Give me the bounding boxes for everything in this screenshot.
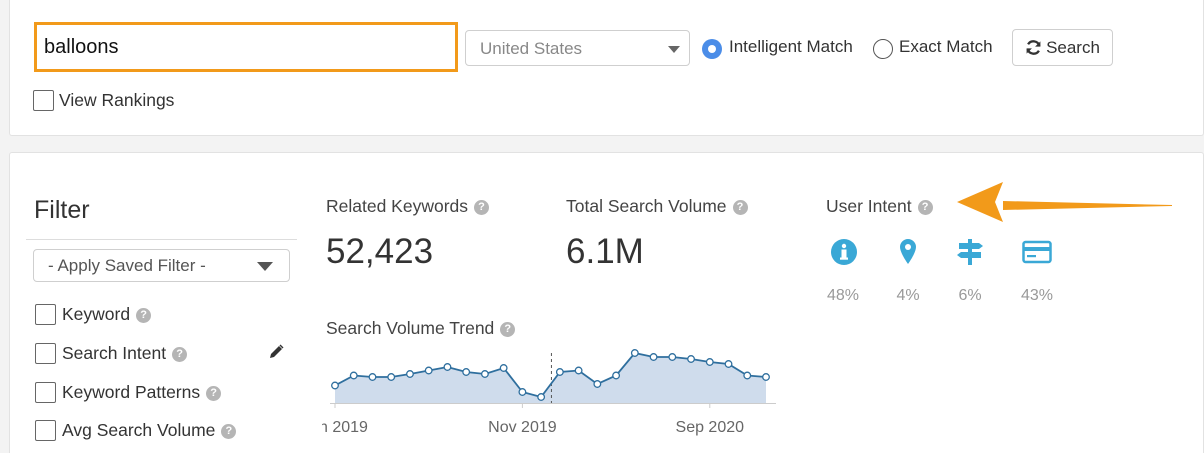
intent-transactional-pct: 43% <box>1020 287 1054 304</box>
related-keywords-label: Related Keywords? <box>326 196 490 217</box>
search-button-label: Search <box>1046 37 1100 57</box>
exact-match-label[interactable]: Exact Match <box>899 37 993 56</box>
total-search-volume-value: 6.1M <box>566 232 644 271</box>
trend-point <box>349 371 358 380</box>
filter-search-intent-label[interactable]: Search Intent? <box>62 343 188 364</box>
signpost-icon[interactable] <box>955 237 985 267</box>
help-icon[interactable]: ? <box>732 199 748 215</box>
trend-point <box>462 368 471 376</box>
filter-title: Filter <box>34 196 90 224</box>
help-icon[interactable]: ? <box>221 423 237 439</box>
help-icon[interactable]: ? <box>474 199 490 215</box>
credit-card-icon[interactable] <box>1022 237 1052 267</box>
intent-informational-pct: 48% <box>826 287 860 304</box>
filter-search-intent-checkbox[interactable] <box>35 343 56 364</box>
country-select[interactable]: United States <box>465 30 690 66</box>
trend-point <box>574 366 583 375</box>
intent-local-pct: 4% <box>896 287 920 304</box>
country-select-value: United States <box>480 39 583 58</box>
filter-keyword-patterns-label[interactable]: Keyword Patterns? <box>62 382 222 403</box>
trend-point <box>593 380 602 388</box>
filter-keyword-patterns-checkbox[interactable] <box>35 382 56 403</box>
trend-point <box>537 393 546 401</box>
filter-avg-search-volume-label[interactable]: Avg Search Volume? <box>62 420 237 441</box>
trend-point <box>555 368 564 376</box>
exact-match-radio[interactable] <box>873 39 893 59</box>
search-button[interactable]: Search <box>1012 29 1113 66</box>
trend-point <box>743 371 752 380</box>
filter-keyword-label[interactable]: Keyword? <box>62 304 152 325</box>
annotation-arrow-icon <box>957 182 1172 222</box>
chevron-down-icon <box>668 46 680 53</box>
trend-point <box>649 353 658 361</box>
intent-navigational-pct: 6% <box>958 287 982 304</box>
help-icon[interactable]: ? <box>172 346 188 362</box>
chevron-down-icon <box>257 262 273 271</box>
filter-divider <box>26 239 297 240</box>
user-intent-label: User Intent? <box>826 196 933 217</box>
apply-saved-filter-dropdown[interactable]: - Apply Saved Filter - <box>33 249 290 282</box>
view-rankings-checkbox[interactable] <box>33 90 54 111</box>
trend-point <box>518 388 527 396</box>
total-search-volume-label: Total Search Volume? <box>566 196 748 217</box>
search-volume-trend-label: Search Volume Trend? <box>326 318 516 339</box>
trend-point <box>406 370 414 378</box>
trend-point <box>443 363 452 371</box>
intelligent-match-label[interactable]: Intelligent Match <box>729 37 853 56</box>
related-keywords-value: 52,423 <box>326 232 434 271</box>
search-volume-trend-chart: Jan 2019 Nov 2019 Sep 2020 <box>322 349 776 436</box>
refresh-icon <box>1026 40 1041 55</box>
info-icon[interactable] <box>829 237 859 267</box>
help-icon[interactable]: ? <box>206 385 222 401</box>
trend-point <box>424 366 433 375</box>
help-icon[interactable]: ? <box>917 199 933 215</box>
location-pin-icon[interactable] <box>893 237 923 267</box>
pencil-icon[interactable] <box>268 344 284 360</box>
trend-point <box>331 381 339 390</box>
trend-point <box>612 371 621 380</box>
saved-filter-placeholder: - Apply Saved Filter - <box>48 256 206 275</box>
trend-point <box>480 370 489 378</box>
trend-point <box>705 358 714 366</box>
filter-keyword-checkbox[interactable] <box>35 304 56 325</box>
view-rankings-label[interactable]: View Rankings <box>59 90 175 110</box>
trend-point <box>668 353 677 361</box>
trend-point <box>762 373 770 381</box>
trend-point <box>687 355 695 363</box>
trend-area <box>335 353 766 403</box>
x-tick-label: Jan 2019 <box>322 419 368 436</box>
x-tick-label: Nov 2019 <box>488 419 557 436</box>
x-tick-label: Sep 2020 <box>676 419 745 436</box>
trend-point <box>499 364 508 372</box>
trend-point <box>368 373 377 381</box>
help-icon[interactable]: ? <box>136 307 152 323</box>
trend-point <box>630 349 639 357</box>
trend-point <box>387 373 396 381</box>
filter-avg-search-volume-checkbox[interactable] <box>35 420 56 441</box>
trend-point <box>724 360 733 368</box>
help-icon[interactable]: ? <box>500 321 516 337</box>
keyword-search-input[interactable] <box>34 22 458 72</box>
intelligent-match-radio[interactable] <box>702 39 722 59</box>
